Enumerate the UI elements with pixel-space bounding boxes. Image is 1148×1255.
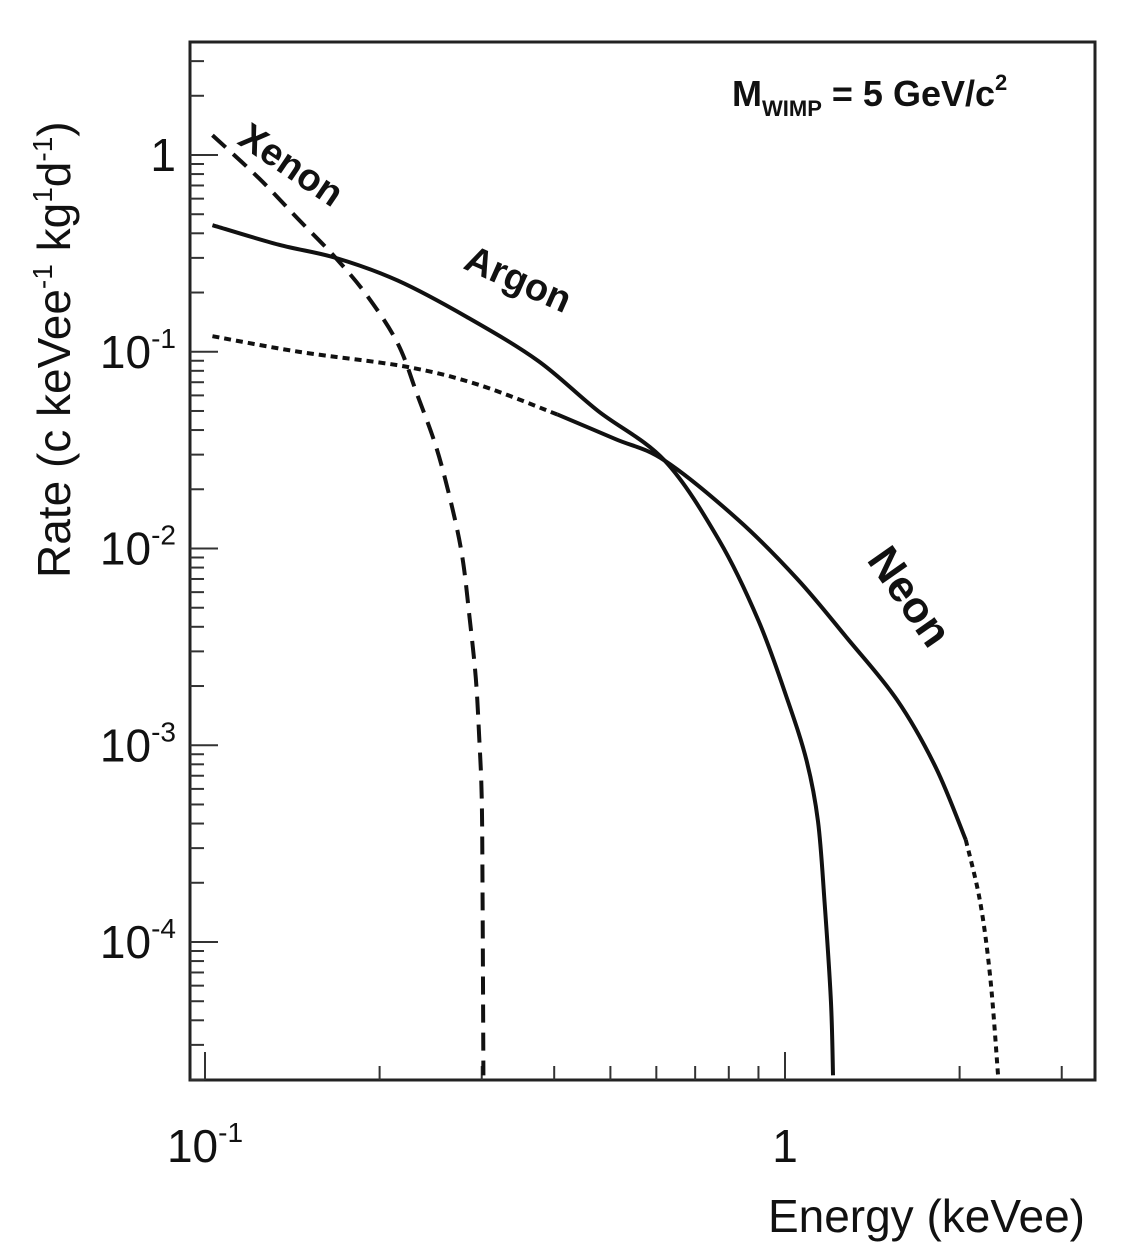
- data-curves: [211, 133, 1001, 1076]
- y-tick-label: 10-3: [100, 716, 176, 771]
- y-tick-label: 10-2: [100, 520, 176, 575]
- y-tick-label: 10-1: [100, 323, 176, 378]
- x-tick-label: 10-1: [167, 1117, 243, 1172]
- y-axis-title: Rate (c keVee-1 kg1d-1): [27, 121, 80, 578]
- y-tick-label: 1: [150, 129, 176, 181]
- axis-ticks: [190, 60, 1063, 1081]
- curve-argon: [211, 223, 836, 1076]
- plot-frame: [188, 40, 1097, 1082]
- wimp-mass-annotation: MWIMP = 5 GeV/c2: [732, 70, 1007, 121]
- curve-neon: [556, 412, 968, 841]
- plot-border: [188, 40, 1097, 1082]
- tick-labels: 1 10-1 10-2 10-3 10-4 10-1 1: [100, 129, 798, 1172]
- curve-neon-dotted-tail: [963, 839, 1001, 1076]
- y-tick-label: 10-4: [100, 913, 176, 968]
- curve-xenon: [211, 133, 486, 1076]
- x-tick-label: 1: [772, 1120, 798, 1172]
- curve-neon-dotted-head: [212, 334, 559, 417]
- x-axis-title: Energy (keVee): [768, 1190, 1085, 1242]
